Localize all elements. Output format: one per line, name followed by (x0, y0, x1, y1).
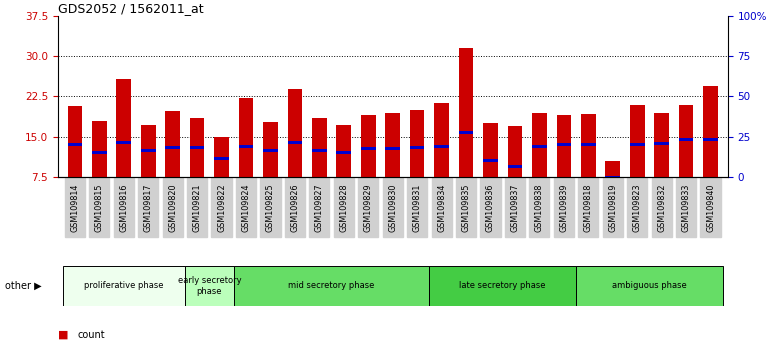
Text: ambiguous phase: ambiguous phase (612, 281, 687, 290)
Bar (410, 110, 424, 177)
Text: proliferative phase: proliferative phase (84, 281, 163, 290)
FancyBboxPatch shape (430, 266, 576, 306)
Bar (532, 113, 547, 177)
Bar (336, 152, 351, 154)
FancyBboxPatch shape (576, 266, 723, 306)
Bar (166, 111, 180, 177)
Bar (654, 142, 669, 145)
Bar (703, 86, 718, 177)
Bar (507, 126, 522, 177)
Bar (434, 145, 449, 148)
Bar (141, 149, 156, 152)
Bar (483, 123, 498, 177)
Bar (189, 118, 205, 177)
Bar (581, 114, 596, 177)
Bar (141, 125, 156, 177)
Bar (214, 157, 229, 160)
Bar (630, 143, 644, 146)
Bar (92, 152, 107, 154)
Bar (92, 121, 107, 177)
Bar (459, 131, 474, 134)
Bar (703, 138, 718, 141)
Bar (581, 143, 596, 146)
Bar (263, 122, 278, 177)
Bar (630, 104, 644, 177)
Bar (385, 147, 400, 150)
Text: early secretory
phase: early secretory phase (178, 276, 241, 296)
FancyBboxPatch shape (185, 266, 234, 306)
Text: mid secretory phase: mid secretory phase (289, 281, 375, 290)
Text: count: count (77, 330, 105, 339)
Bar (410, 146, 424, 149)
Bar (361, 115, 376, 177)
Bar (68, 105, 82, 177)
Bar (434, 103, 449, 177)
FancyBboxPatch shape (234, 266, 430, 306)
Bar (459, 48, 474, 177)
Text: GDS2052 / 1562011_at: GDS2052 / 1562011_at (58, 2, 203, 15)
FancyBboxPatch shape (62, 266, 185, 306)
Bar (166, 146, 180, 149)
Bar (116, 79, 131, 177)
Bar (605, 176, 620, 178)
Bar (483, 159, 498, 162)
Bar (116, 141, 131, 144)
Bar (263, 149, 278, 152)
Bar (68, 143, 82, 146)
Bar (605, 161, 620, 177)
Bar (214, 137, 229, 177)
Bar (189, 146, 205, 149)
Bar (287, 141, 303, 144)
Bar (678, 138, 694, 141)
Text: ■: ■ (58, 330, 69, 339)
Bar (507, 165, 522, 168)
Bar (336, 125, 351, 177)
Bar (312, 149, 326, 152)
Text: other ▶: other ▶ (5, 281, 42, 291)
Bar (654, 113, 669, 177)
Bar (361, 147, 376, 150)
Text: late secretory phase: late secretory phase (460, 281, 546, 290)
Bar (557, 115, 571, 177)
Bar (287, 90, 303, 177)
Bar (557, 143, 571, 146)
Bar (239, 145, 253, 148)
Bar (385, 113, 400, 177)
Bar (312, 118, 326, 177)
Bar (532, 145, 547, 148)
Bar (678, 104, 694, 177)
Bar (239, 98, 253, 177)
